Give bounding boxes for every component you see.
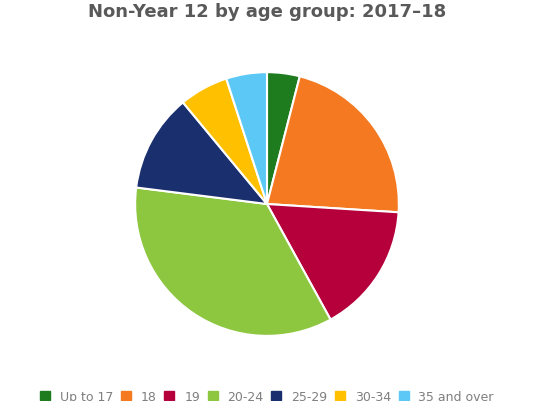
Title: Non-Year 12 by age group: 2017–18: Non-Year 12 by age group: 2017–18 bbox=[88, 3, 446, 21]
Wedge shape bbox=[226, 73, 267, 205]
Legend: Up to 17, 18, 19, 20-24, 25-29, 30-34, 35 and over: Up to 17, 18, 19, 20-24, 25-29, 30-34, 3… bbox=[37, 387, 497, 401]
Wedge shape bbox=[183, 79, 267, 205]
Wedge shape bbox=[267, 205, 398, 320]
Wedge shape bbox=[136, 103, 267, 205]
Wedge shape bbox=[267, 77, 399, 213]
Wedge shape bbox=[267, 73, 300, 205]
Wedge shape bbox=[135, 188, 331, 336]
